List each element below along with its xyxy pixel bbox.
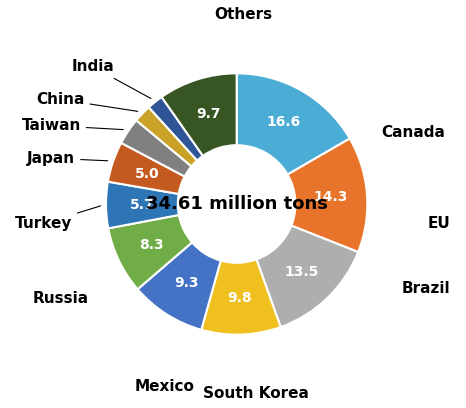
Text: India: India xyxy=(72,59,151,99)
Text: 9.8: 9.8 xyxy=(227,291,252,305)
Text: 13.5: 13.5 xyxy=(285,265,319,279)
Wedge shape xyxy=(237,73,350,175)
Wedge shape xyxy=(108,215,192,289)
Wedge shape xyxy=(137,242,221,330)
Text: 34.61 million tons: 34.61 million tons xyxy=(146,195,328,213)
Text: Japan: Japan xyxy=(27,151,108,166)
Wedge shape xyxy=(108,143,185,194)
Text: 16.6: 16.6 xyxy=(267,115,301,129)
Text: China: China xyxy=(36,92,137,111)
Text: 9.3: 9.3 xyxy=(174,276,199,290)
Wedge shape xyxy=(201,259,281,335)
Wedge shape xyxy=(288,139,367,252)
Text: 5.0: 5.0 xyxy=(135,166,160,181)
Text: 8.3: 8.3 xyxy=(140,238,164,252)
Text: 14.3: 14.3 xyxy=(313,190,348,204)
Wedge shape xyxy=(149,97,203,160)
Text: Taiwan: Taiwan xyxy=(21,118,123,133)
Text: 5.7: 5.7 xyxy=(130,198,155,212)
Text: 9.7: 9.7 xyxy=(196,107,220,121)
Text: Canada: Canada xyxy=(381,124,445,140)
Wedge shape xyxy=(106,182,179,228)
Wedge shape xyxy=(162,73,237,156)
Text: South Korea: South Korea xyxy=(203,386,309,401)
Wedge shape xyxy=(256,226,358,327)
Wedge shape xyxy=(136,107,197,166)
Text: Others: Others xyxy=(214,7,272,22)
Text: Turkey: Turkey xyxy=(14,206,101,231)
Text: EU: EU xyxy=(428,216,451,231)
Text: Russia: Russia xyxy=(32,290,89,306)
Wedge shape xyxy=(121,120,192,177)
Text: Brazil: Brazil xyxy=(402,282,451,297)
Text: Mexico: Mexico xyxy=(135,379,195,395)
